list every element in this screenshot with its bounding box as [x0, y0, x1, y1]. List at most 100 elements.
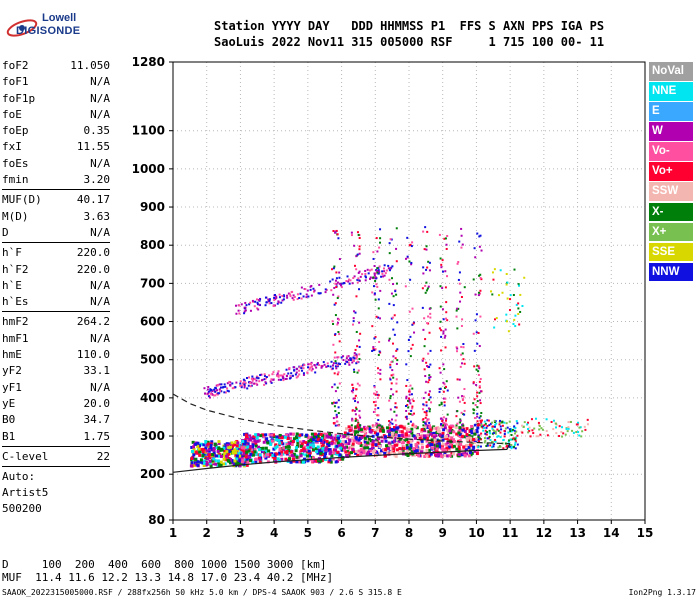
echo-point	[478, 345, 481, 348]
echo-point	[445, 247, 448, 250]
echo-point	[287, 445, 291, 449]
echo-point	[277, 451, 281, 455]
echo-point	[243, 379, 246, 382]
echo-point	[506, 297, 509, 300]
echo-point	[330, 360, 333, 363]
echo-point	[304, 288, 307, 291]
echo-point	[460, 246, 463, 249]
dashed-profile-line	[172, 393, 511, 445]
echo-point	[462, 452, 466, 456]
echo-point	[206, 388, 209, 391]
echo-point	[276, 374, 279, 377]
x-tick-label: 1	[169, 526, 177, 540]
echo-point	[477, 435, 480, 438]
echo-point	[427, 285, 430, 288]
echo-point	[552, 428, 555, 431]
echo-point	[458, 282, 461, 285]
echo-point	[391, 369, 394, 372]
echo-point	[482, 429, 485, 432]
echo-point	[217, 446, 221, 450]
echo-point	[388, 269, 391, 272]
echo-point	[352, 397, 355, 400]
echo-point	[280, 457, 284, 461]
echo-point	[347, 446, 351, 450]
echo-point	[264, 304, 267, 307]
echo-point	[358, 279, 361, 282]
echo-point	[338, 282, 341, 285]
echo-point	[428, 376, 431, 379]
echo-point	[220, 390, 223, 393]
echo-point	[452, 444, 456, 448]
echo-point	[420, 428, 424, 432]
echo-point	[483, 420, 486, 423]
echo-point	[337, 406, 340, 409]
param-name: h`F2	[2, 262, 29, 276]
echo-point	[344, 450, 348, 454]
echo-point	[477, 439, 480, 442]
echo-point	[394, 419, 397, 422]
echo-point	[391, 265, 394, 268]
echo-point	[311, 448, 315, 452]
echo-point	[443, 387, 446, 390]
echo-point	[441, 420, 444, 423]
echo-point	[300, 367, 303, 370]
echo-point	[522, 425, 525, 428]
echo-point	[460, 296, 463, 299]
echo-point	[461, 243, 464, 246]
echo-point	[237, 444, 241, 448]
echo-point	[202, 443, 206, 447]
echo-point	[328, 441, 332, 445]
echo-point	[435, 441, 439, 445]
echo-point	[452, 438, 456, 442]
echo-point	[378, 451, 382, 455]
echo-point	[412, 434, 416, 438]
echo-point	[201, 454, 205, 458]
echo-point	[332, 451, 336, 455]
echo-point	[243, 383, 246, 386]
echo-point	[324, 458, 328, 462]
echo-point	[414, 445, 418, 449]
echo-point	[251, 443, 255, 447]
echo-point	[232, 443, 236, 447]
param-name: C-level	[2, 449, 49, 463]
echo-point	[257, 308, 260, 311]
echo-point	[480, 411, 483, 414]
echo-point	[314, 458, 318, 462]
echo-point	[343, 446, 347, 450]
echo-point	[297, 435, 301, 439]
echo-point	[334, 230, 337, 233]
echo-point	[289, 460, 293, 464]
echo-point	[237, 452, 241, 456]
y-tick-label: 700	[140, 276, 165, 290]
echo-point	[364, 279, 367, 282]
echo-point	[281, 452, 285, 456]
echo-point	[255, 376, 258, 379]
param-row: fmin 3.20	[2, 172, 110, 188]
echo-point	[338, 340, 341, 343]
echo-point	[264, 381, 267, 384]
echo-point	[446, 389, 449, 392]
echo-point	[363, 440, 367, 444]
echo-point	[457, 278, 460, 281]
echo-point	[268, 433, 272, 437]
echo-point	[214, 390, 217, 393]
echo-point	[355, 406, 358, 409]
echo-point	[510, 434, 513, 437]
echo-point	[394, 430, 398, 434]
echo-point	[462, 346, 465, 349]
echo-point	[461, 434, 465, 438]
echo-point	[437, 427, 441, 431]
echo-point	[403, 435, 407, 439]
echo-point	[405, 409, 408, 412]
echo-point	[212, 451, 216, 455]
echo-point	[461, 395, 464, 398]
echo-point	[215, 392, 218, 395]
echo-point	[270, 433, 274, 437]
echo-point	[493, 425, 496, 428]
echo-point	[446, 441, 450, 445]
echo-point	[223, 383, 226, 386]
echo-point	[443, 426, 447, 430]
echo-point	[244, 438, 248, 442]
echo-point	[224, 385, 227, 388]
echo-point	[381, 272, 384, 275]
